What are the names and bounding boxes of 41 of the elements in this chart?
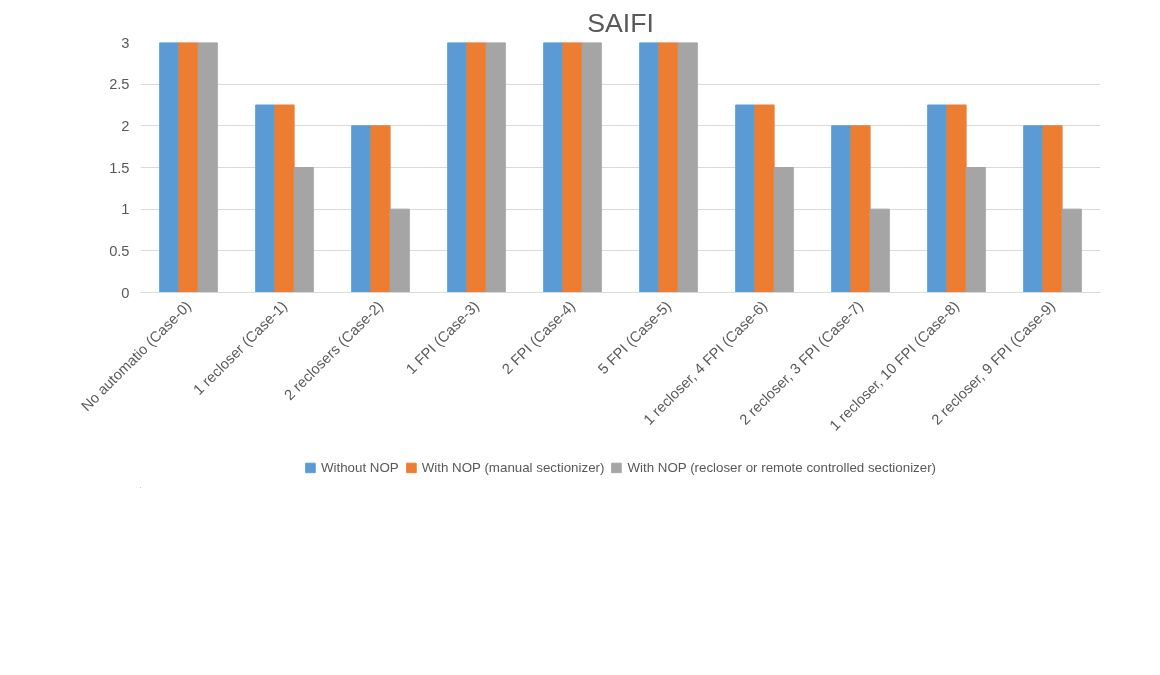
legend-label: Without NOP <box>320 459 399 475</box>
bar <box>965 167 986 293</box>
bar <box>658 42 679 293</box>
bar <box>351 125 372 293</box>
bar <box>1061 208 1082 293</box>
bar <box>869 208 890 293</box>
bar <box>255 104 276 293</box>
bar <box>543 42 564 293</box>
bar <box>735 104 756 293</box>
bar <box>1023 125 1044 293</box>
bar <box>274 104 295 293</box>
y-tick-label: 3 <box>121 34 130 51</box>
legend-label: With NOP (manual sectionizer) <box>421 459 605 475</box>
y-tick-label: 1.5 <box>109 159 130 176</box>
y-tick-label: 1 <box>121 201 130 218</box>
bar <box>850 125 871 293</box>
bar <box>293 167 314 293</box>
bar <box>581 42 602 293</box>
bar <box>370 125 391 293</box>
bar <box>447 42 468 293</box>
chart-title: SAIFI <box>587 7 654 38</box>
bar <box>773 167 794 293</box>
y-tick-label: 0 <box>121 284 130 301</box>
bar <box>639 42 660 293</box>
y-tick-label: 0.5 <box>109 242 130 259</box>
legend-label: With NOP (recloser or remote controlled sectionizer) <box>627 459 937 475</box>
bar <box>178 42 199 293</box>
bar <box>485 42 506 293</box>
y-tick-label: 2.5 <box>109 76 130 93</box>
bar <box>946 104 967 293</box>
bar <box>466 42 487 293</box>
bar <box>389 208 410 293</box>
bar <box>1042 125 1063 293</box>
y-tick-label: 2 <box>121 117 130 134</box>
bar <box>197 42 218 293</box>
bar <box>831 125 852 293</box>
bar <box>159 42 180 293</box>
bar <box>562 42 583 293</box>
bar <box>927 104 948 293</box>
bar <box>677 42 698 293</box>
bar <box>754 104 775 293</box>
